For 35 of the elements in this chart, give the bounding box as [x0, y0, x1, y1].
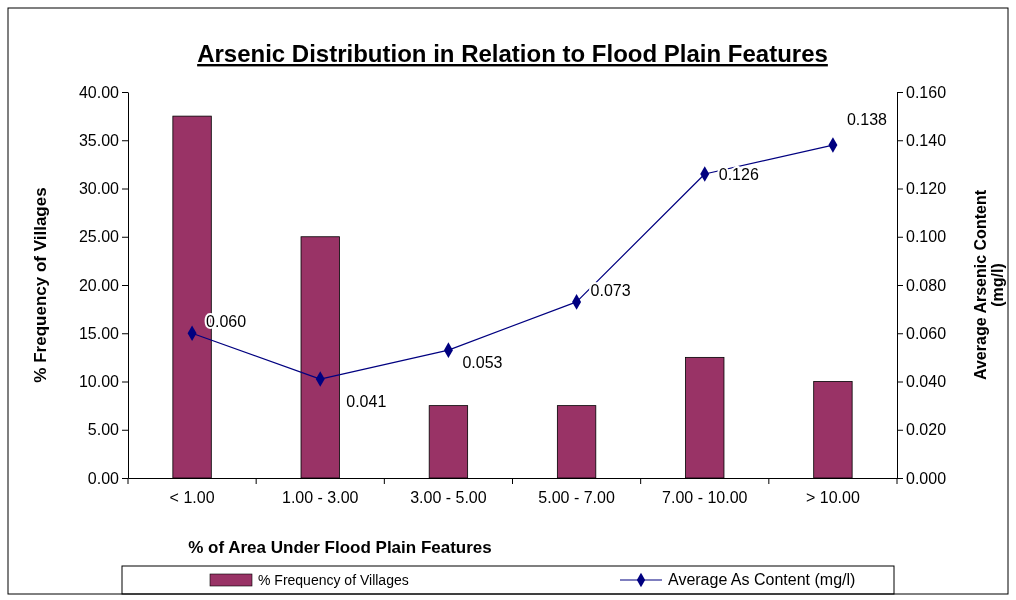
y2-tick-label: 0.080	[906, 276, 947, 294]
data-label: 0.073	[590, 281, 631, 299]
y2-tick-label: 0.120	[906, 180, 947, 198]
y2-tick-label: 0.040	[906, 373, 947, 391]
y2-axis-title: Average Arsenic Content (mg/l)	[972, 189, 1006, 380]
y2-tick-label: 0.140	[906, 131, 947, 149]
y-tick-label: 5.00	[87, 421, 120, 439]
x-tick-label: 5.00 - 7.00	[538, 489, 615, 507]
x-axis-title: % of Area Under Flood Plain Features	[188, 538, 492, 557]
y-axis-title: % Frequency of Villages	[31, 187, 50, 383]
data-label: 0.126	[718, 166, 759, 184]
y-tick-label: 35.00	[78, 131, 120, 149]
x-tick-label: < 1.00	[169, 489, 215, 507]
legend-label: % Frequency of Villages	[258, 572, 409, 588]
legend-label: Average As Content (mg/l)	[668, 571, 856, 588]
y2-tick-label: 0.160	[906, 83, 947, 101]
y2-tick-label: 0.000	[906, 469, 947, 487]
y-tick-label: 10.00	[78, 373, 120, 391]
y-tick-label: 30.00	[78, 180, 120, 198]
y-tick-label: 15.00	[78, 324, 120, 342]
chart-title: Arsenic Distribution in Relation to Flood Plain Features	[197, 40, 828, 67]
data-label: 0.138	[846, 111, 888, 129]
y-tick-label: 0.00	[87, 469, 120, 487]
data-label: 0.053	[462, 354, 503, 372]
x-tick-label: 1.00 - 3.00	[282, 489, 359, 507]
y2-tick-label: 0.100	[906, 228, 947, 246]
y-tick-label: 25.00	[78, 228, 120, 246]
y2-tick-label: 0.020	[906, 421, 947, 439]
x-tick-label: 7.00 - 10.00	[662, 489, 748, 507]
x-tick-label: 3.00 - 5.00	[410, 489, 487, 507]
y-tick-label: 40.00	[78, 83, 120, 101]
data-label: 0.041	[346, 393, 387, 411]
y2-tick-label: 0.060	[906, 324, 947, 342]
y-tick-label: 20.00	[78, 276, 120, 294]
x-tick-label: > 10.00	[806, 489, 860, 507]
